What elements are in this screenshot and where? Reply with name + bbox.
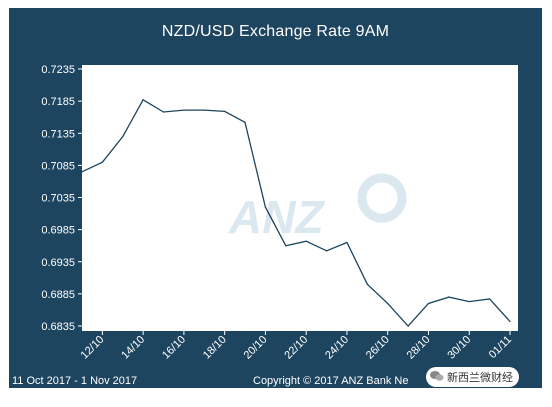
data-point: [366, 283, 368, 285]
plot-area: [82, 65, 518, 331]
copyright-label: Copyright © 2017 ANZ Bank Ne: [253, 375, 409, 387]
data-point: [203, 109, 205, 111]
data-point: [448, 296, 450, 298]
wechat-account-label: 新西兰微财经: [447, 372, 513, 384]
watermark-text: ANZ: [228, 191, 325, 243]
x-tick-label: 12/10: [79, 334, 107, 362]
y-tick-label: 0.7135: [41, 128, 75, 140]
y-tick-label: 0.7235: [41, 64, 75, 76]
x-tick-label: 26/10: [364, 334, 392, 362]
watermark-logo-icon: [357, 173, 407, 223]
data-point: [427, 302, 430, 305]
y-tick-label: 0.6835: [41, 321, 75, 333]
data-point: [407, 325, 409, 327]
y-tick-label: 0.6985: [41, 225, 75, 237]
y-tick-label: 0.7185: [41, 96, 75, 108]
wechat-icon: [430, 370, 444, 385]
series-line: [81, 98, 511, 327]
data-point: [81, 171, 83, 173]
x-tick-label: 20/10: [242, 334, 270, 362]
data-point: [305, 240, 307, 242]
x-tick-label: 22/10: [282, 334, 310, 362]
x-tick-label: 16/10: [160, 334, 188, 362]
data-point: [285, 245, 287, 247]
y-tick-label: 0.6935: [41, 257, 75, 269]
data-point: [142, 99, 144, 101]
chart-svg: ANZ 0.7235 0.7185 0.7135 0.7085 0.7035 0.6985…: [41, 64, 518, 362]
x-tick-label: 28/10: [405, 334, 433, 362]
data-point: [387, 302, 389, 305]
data-point: [468, 300, 470, 303]
x-tick-label: 01/11: [487, 334, 514, 361]
data-point: [122, 135, 124, 138]
x-tick-label: 18/10: [201, 334, 229, 362]
data-point: [101, 161, 103, 163]
data-point: [224, 110, 226, 113]
data-point: [509, 320, 511, 323]
chart-frame: NZD/USD Exchange Rate 9AM ANZ 0.7235 0.71…: [9, 8, 542, 388]
x-tick-label: 24/10: [323, 334, 351, 362]
data-point: [489, 298, 491, 300]
anz-watermark: ANZ: [228, 173, 407, 243]
data-point: [264, 206, 267, 208]
y-tick-label: 0.6885: [41, 289, 75, 301]
data-point: [162, 111, 165, 113]
y-tick-label: 0.7085: [41, 160, 75, 172]
chart-title: NZD/USD Exchange Rate 9AM: [161, 23, 390, 40]
y-tick-label: 0.7035: [41, 193, 75, 205]
data-point: [325, 250, 328, 252]
data-point: [346, 241, 348, 244]
x-tick-label: 30/10: [445, 334, 473, 362]
data-point: [183, 109, 185, 111]
x-tick-label: 14/10: [119, 334, 147, 362]
data-point: [244, 121, 246, 123]
wechat-badge: 新西兰微财经: [426, 367, 519, 387]
date-range-label: 11 Oct 2017 - 1 Nov 2017: [12, 375, 138, 387]
